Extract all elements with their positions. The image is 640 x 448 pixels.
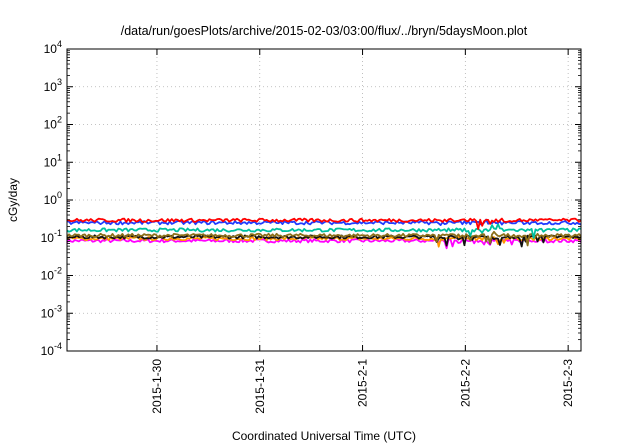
grid (67, 49, 581, 351)
y-tick-base: 10 (41, 269, 55, 283)
y-tick-label: 10-3 (41, 303, 62, 320)
series-lines (66, 217, 582, 250)
y-tick-label: 102 (44, 115, 62, 132)
y-tick-exponent: 3 (57, 77, 62, 87)
y-tick-label: 10-4 (41, 341, 62, 358)
y-tick-base: 10 (44, 80, 58, 94)
x-axis: 2015-1-30 2015-1-31 2015-2-1 2015-2-2 2015-2… (150, 49, 575, 414)
x-tick-label: 2015-1-31 (253, 359, 267, 414)
y-tick-label: 101 (44, 152, 62, 169)
y-tick-base: 10 (44, 42, 58, 56)
y-tick-base: 10 (41, 306, 55, 320)
x-axis-label: Coordinated Universal Time (UTC) (232, 429, 416, 443)
y-tick-exponent: 4 (57, 39, 62, 49)
x-tick-label: 2015-1-30 (150, 359, 164, 414)
x-tick-label: 2015-2-1 (356, 359, 370, 407)
y-tick-base: 10 (44, 155, 58, 169)
y-tick-label: 10-1 (41, 228, 62, 245)
x-tick-label: 2015-2-2 (458, 359, 472, 407)
x-tick-label: 2015-2-3 (561, 359, 575, 407)
y-tick-label: 103 (44, 77, 62, 94)
series-line (66, 234, 582, 248)
series-line (66, 230, 582, 247)
y-tick-exponent: 0 (57, 190, 62, 200)
series-line (66, 223, 582, 240)
y-tick-exponent: -2 (54, 266, 62, 276)
y-tick-exponent: -3 (54, 303, 62, 313)
y-axis-label: cGy/day (6, 178, 20, 222)
y-tick-label: 104 (44, 39, 62, 56)
y-tick-exponent: 1 (57, 152, 62, 162)
y-tick-label: 10-2 (41, 266, 62, 283)
y-tick-label: 100 (44, 190, 62, 207)
chart-title: /data/run/goesPlots/archive/2015-02-03/0… (121, 24, 528, 38)
y-tick-base: 10 (44, 193, 58, 207)
y-tick-exponent: -4 (54, 341, 62, 351)
y-tick-base: 10 (44, 118, 58, 132)
y-tick-base: 10 (41, 344, 55, 358)
series-line (66, 217, 582, 230)
y-tick-base: 10 (41, 231, 55, 245)
y-tick-exponent: 2 (57, 115, 62, 125)
y-tick-exponent: -1 (54, 228, 62, 238)
